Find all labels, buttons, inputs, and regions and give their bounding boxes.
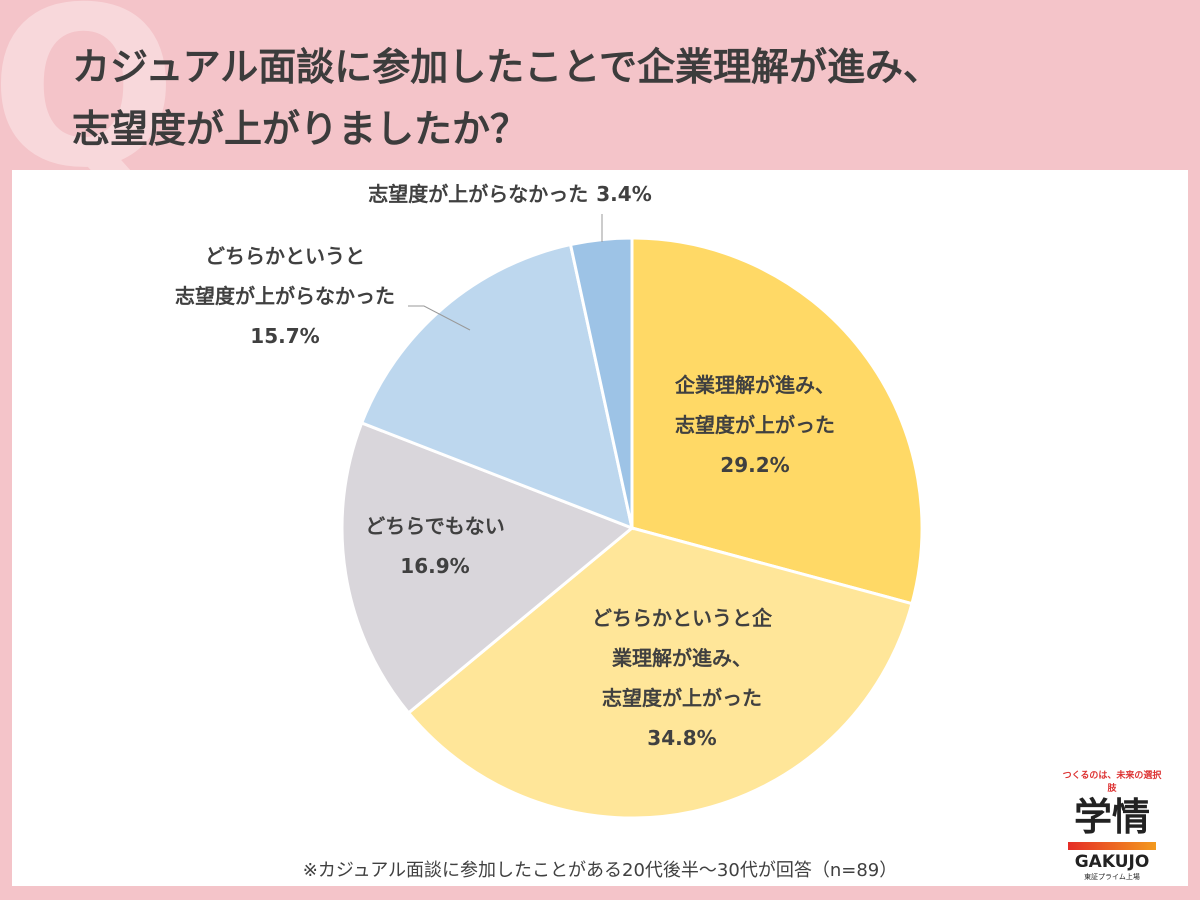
category-label: どちらかというと企 業理解が進み、 志望度が上がった	[592, 606, 772, 710]
pie-slice	[340, 420, 635, 715]
category-label: どちらかというと 志望度が上がらなかった	[175, 244, 395, 308]
category-label: 企業理解が進み、 志望度が上がった	[675, 373, 835, 437]
pie-slice	[630, 236, 924, 606]
category-label: どちらでもない	[365, 514, 505, 538]
value-label: 29.2%	[720, 453, 790, 477]
slice-label: どちらかというと 志望度が上がらなかった 15.7%	[145, 236, 425, 356]
logo-bar	[1068, 842, 1156, 850]
title: カジュアル面談に参加したことで企業理解が進み、 志望度が上がりましたか？	[72, 45, 942, 151]
footnote: ※カジュアル面談に参加したことがある20代後半～30代が回答（n=89）	[302, 860, 898, 881]
slice-label: 志望度が上がらなかった 3.4%	[340, 174, 680, 214]
slice-label: どちらでもない 16.9%	[325, 506, 545, 586]
leader-line	[408, 305, 471, 331]
logo: つくるのは、未来の選択肢 学情 GAKUJO 東証プライム上場	[1062, 768, 1162, 882]
value-label: 16.9%	[400, 554, 470, 578]
logo-listing: 東証プライム上場	[1084, 873, 1140, 881]
pie-slice	[568, 236, 634, 529]
logo-tagline: つくるのは、未来の選択肢	[1062, 771, 1162, 794]
value-label: 15.7%	[250, 324, 320, 348]
slice-label: どちらかというと企 業理解が進み、 志望度が上がった 34.8%	[552, 598, 812, 758]
logo-roman: GAKUJO	[1074, 852, 1150, 872]
category-label: 志望度が上がらなかった	[368, 182, 589, 206]
value-label: 3.4%	[596, 182, 652, 206]
value-label: 34.8%	[647, 726, 717, 750]
pie-slice	[406, 526, 914, 820]
pie-slice	[359, 242, 635, 531]
slice-label: 企業理解が進み、 志望度が上がった 29.2%	[625, 365, 885, 485]
logo-name: 学情	[1073, 795, 1150, 839]
